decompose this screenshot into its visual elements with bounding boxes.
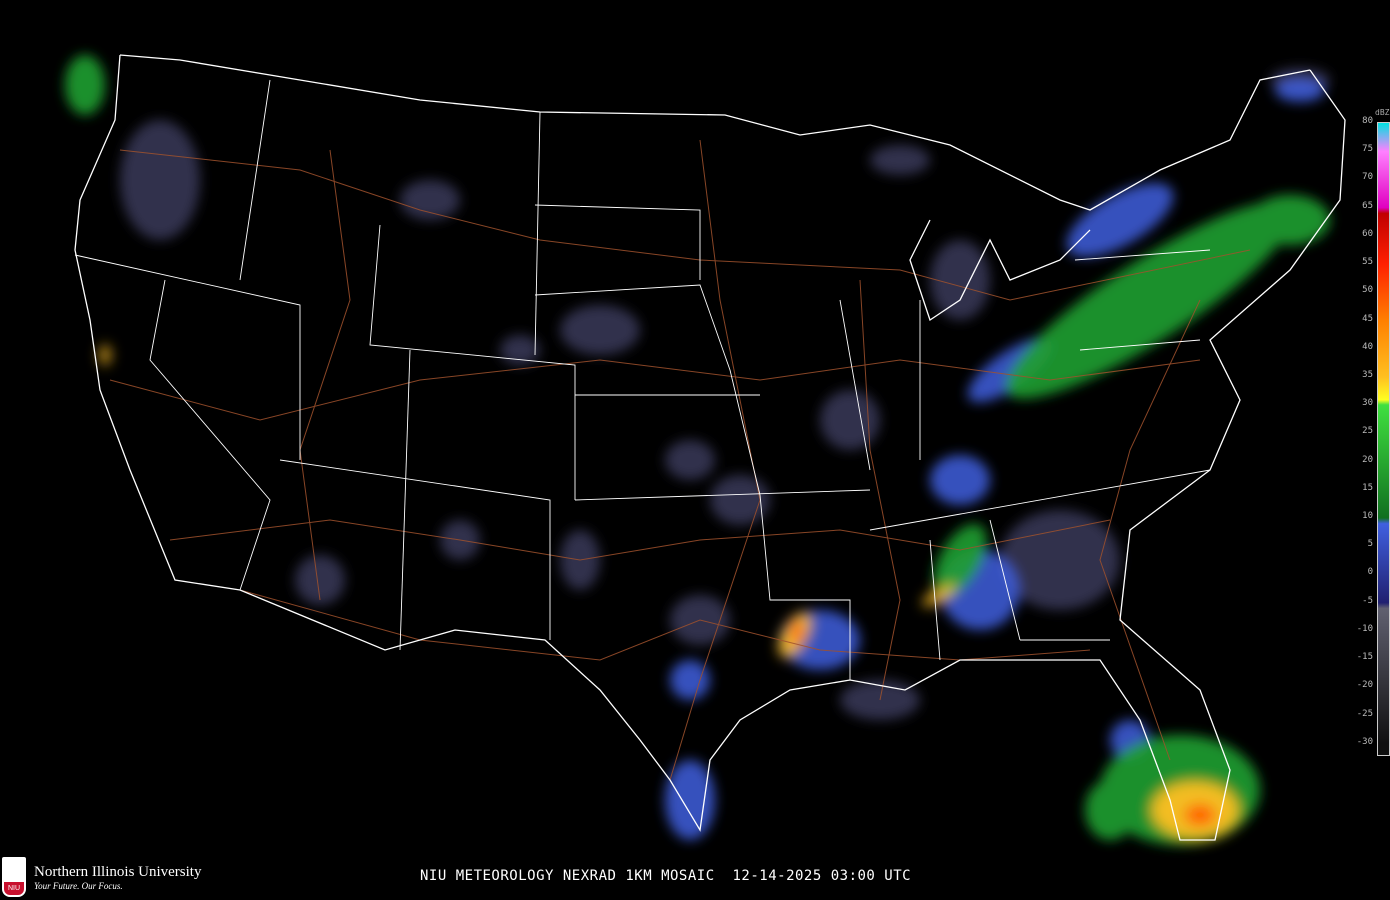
legend-label: 65 [1362, 200, 1373, 211]
radar-echoes [65, 55, 1330, 845]
legend-label: 60 [1362, 228, 1373, 239]
niu-shield-icon: NIU [2, 857, 26, 897]
legend-label: 80 [1362, 116, 1373, 126]
dbz-legend: dBZ 80 75 70 65 60 55 50 45 40 35 30 25 20 15 10 5 0 -5 -1… [1345, 108, 1390, 758]
legend-label: 30 [1362, 398, 1373, 409]
legend-label: 55 [1362, 257, 1373, 268]
legend-label: 25 [1362, 426, 1373, 437]
great-lakes [909, 219, 1091, 322]
legend-label: 40 [1362, 341, 1373, 352]
legend-label: -5 [1362, 595, 1373, 606]
map-title: NIU METEOROLOGY NEXRAD 1KM MOSAIC 12-14-… [420, 868, 912, 884]
legend-label: -20 [1356, 680, 1373, 691]
coastline [74, 54, 1346, 841]
legend-label: 0 [1367, 567, 1373, 578]
legend-label: -15 [1356, 652, 1373, 663]
legend-label: 45 [1362, 313, 1373, 324]
logo-name: Northern Illinois University [34, 863, 202, 880]
legend-label: 50 [1362, 285, 1373, 296]
legend-label: -25 [1356, 708, 1373, 719]
legend-unit: dBZ [1375, 108, 1390, 117]
light-precip [665, 78, 1325, 840]
legend-label: 70 [1362, 172, 1373, 183]
clutter-echoes [120, 68, 1330, 720]
legend-label: 5 [1367, 539, 1373, 550]
boundaries [74, 54, 1346, 841]
legend-label: 20 [1362, 454, 1373, 465]
niu-logo: NIU Northern Illinois University Your Fu… [2, 856, 201, 898]
legend-color-bar [1377, 122, 1390, 756]
legend-label: 10 [1362, 511, 1373, 521]
legend-label: 35 [1362, 369, 1373, 380]
state-lines [74, 79, 1211, 680]
legend-label: 75 [1362, 144, 1373, 155]
legend-label: -10 [1356, 623, 1373, 634]
legend-label: -30 [1356, 736, 1373, 747]
canada-border [119, 54, 1311, 211]
logo-tagline: Your Future. Our Focus. [34, 880, 123, 891]
legend-label: 15 [1362, 482, 1373, 493]
